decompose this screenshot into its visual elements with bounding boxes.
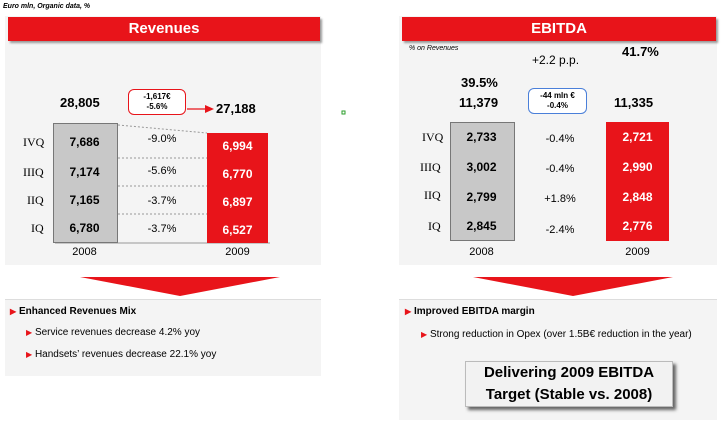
revenues-variation-value: -1,617€: [143, 92, 171, 101]
ebitda-2009-value: 2,848: [622, 190, 653, 204]
revenues-year-2009: 2009: [225, 246, 250, 258]
revenues-quarter-label: IVQ: [23, 135, 45, 149]
revenues-header: Revenues: [8, 17, 320, 41]
revenues-variation-row: -5.6%: [147, 165, 177, 177]
triangle-bullet-icon: ▶: [10, 307, 17, 316]
ebitda-year-2008: 2008: [469, 246, 494, 258]
revenues-2008-column: [53, 123, 118, 243]
ebitda-total-2009: 11,335: [614, 95, 654, 110]
triangle-bullet-icon: ▶: [421, 330, 428, 339]
revenues-quarter-label: IIIQ: [23, 165, 44, 179]
revenues-2009-value: 6,897: [222, 195, 253, 209]
revenues-variation-row: -3.7%: [147, 195, 177, 207]
revenues-commentary-title: ▶ Enhanced Revenues Mix: [10, 306, 137, 317]
ebitda-2009-value: 2,721: [622, 130, 653, 144]
ebitda-target-line-2: Target (Stable vs. 2008): [485, 386, 653, 403]
ebitda-margin-2009: 41.7%: [622, 44, 659, 59]
revenues-variation-row: -9.0%: [147, 133, 177, 145]
revenues-2008-value: 6,780: [69, 221, 100, 235]
ebitda-2008-value: 2,733: [466, 130, 497, 144]
revenues-bullet: ▶ Service revenues decrease 4.2% yoy: [26, 327, 201, 338]
revenues-2009-value: 6,770: [222, 167, 253, 181]
ebitda-2009-value: 2,990: [622, 160, 653, 174]
revenues-quarter-label: IIQ: [27, 193, 44, 207]
ebitda-variation-row: +1.8%: [544, 193, 576, 205]
revenues-variation-pct: -5.6%: [146, 102, 168, 111]
revenues-2009-column: [207, 133, 268, 243]
ebitda-2008-value: 3,002: [466, 160, 497, 174]
revenues-2008-value: 7,165: [69, 193, 100, 207]
unit-note: Euro mln, Organic data, %: [3, 3, 91, 10]
ebitda-bullet: ▶ Strong reduction in Opex (over 1.5B€ r…: [421, 329, 692, 340]
revenues-commentary-box: [5, 299, 321, 376]
revenues-2009-value: 6,994: [222, 139, 253, 153]
revenues-variation-callout: -1,617€ -5.6%: [128, 89, 186, 115]
ebitda-2008-value: 2,799: [466, 190, 497, 204]
revenues-2008-value: 7,174: [69, 165, 100, 179]
ebitda-commentary-title: ▶ Improved EBITDA margin: [405, 306, 535, 317]
triangle-bullet-icon: ▶: [26, 328, 33, 337]
revenues-quarter-label: IQ: [31, 221, 44, 235]
revenues-year-2008: 2008: [72, 246, 97, 258]
revenues-bullet: ▶ Handsets’ revenues decrease 22.1% yoy: [26, 349, 217, 360]
ebitda-quarter-label: IIQ: [424, 188, 441, 202]
ebitda-2008-value: 2,845: [466, 219, 497, 233]
ebitda-total-2008: 11,379: [459, 95, 499, 110]
triangle-bullet-icon: ▶: [405, 307, 412, 316]
revenues-total-2009: 27,188: [216, 101, 256, 116]
ebitda-variation-pct: -0.4%: [547, 101, 568, 110]
ebitda-quarter-label: IIIQ: [420, 160, 441, 174]
ebitda-2009-column: [606, 122, 669, 241]
ebitda-2008-column: [450, 122, 515, 241]
ebitda-margin-2008: 39.5%: [461, 75, 498, 90]
revenues-variation-row: -3.7%: [147, 223, 177, 235]
ebitda-variation-row: -0.4%: [545, 133, 575, 145]
ebitda-header: EBITDA: [402, 17, 716, 41]
ebitda-2009-value: 2,776: [622, 219, 653, 233]
ebitda-variation-callout: -44 mln € -0.4%: [528, 88, 587, 114]
revenues-2008-value: 7,686: [69, 135, 100, 149]
ebitda-margin-delta: +2.2 p.p.: [532, 53, 580, 67]
ebitda-quarter-label: IVQ: [422, 130, 444, 144]
revenues-2009-value: 6,527: [222, 223, 253, 237]
ebitda-variation-value: -44 mln €: [540, 91, 575, 100]
revenues-total-2008: 28,805: [60, 95, 100, 110]
ebitda-year-2009: 2009: [625, 246, 650, 258]
ebitda-target-line-1: Delivering 2009 EBITDA: [483, 364, 655, 381]
ebitda-target-banner: Delivering 2009 EBITDA Target (Stable vs…: [465, 361, 673, 407]
triangle-bullet-icon: ▶: [26, 350, 33, 359]
ebitda-quarter-label: IQ: [428, 219, 441, 233]
ebitda-margin-note: % on Revenues: [409, 45, 459, 52]
ebitda-variation-row: -0.4%: [545, 163, 575, 175]
ebitda-variation-row: -2.4%: [545, 224, 575, 236]
